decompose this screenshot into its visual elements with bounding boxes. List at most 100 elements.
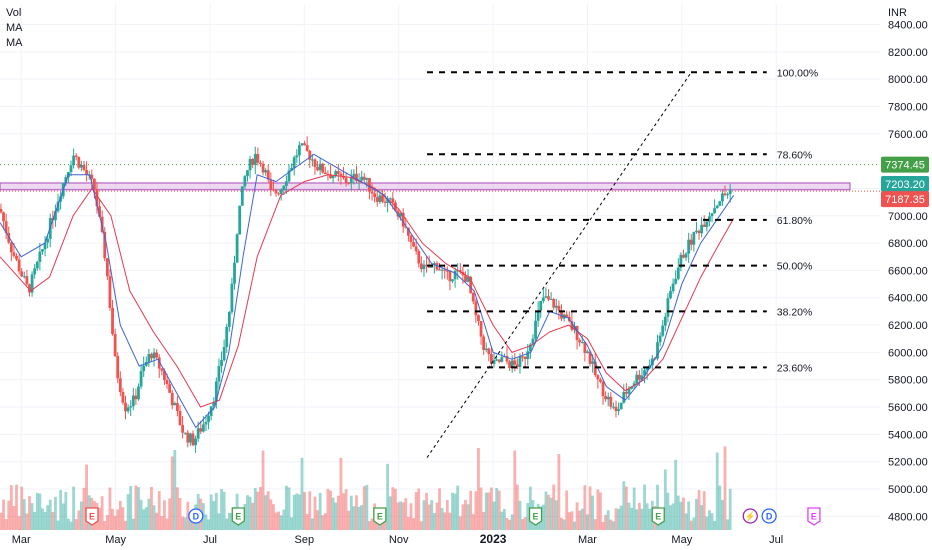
candle-body bbox=[419, 263, 423, 270]
candle-body bbox=[661, 325, 665, 336]
dividend-event-icon bbox=[188, 508, 204, 524]
candle-body bbox=[586, 351, 589, 354]
candle-body bbox=[515, 364, 519, 367]
volume-bar bbox=[310, 518, 314, 530]
volume-bar bbox=[487, 492, 491, 530]
volume-bar bbox=[207, 519, 210, 530]
price-axis[interactable]: INR 4800.00 5000.00 5200.00 5400.00 5600.00 58… bbox=[888, 7, 928, 523]
volume-bar bbox=[295, 493, 299, 530]
candle-body bbox=[378, 195, 382, 202]
candle-body bbox=[438, 269, 441, 271]
volume-bar bbox=[593, 519, 597, 530]
volume-bar bbox=[51, 511, 55, 530]
volume-bar bbox=[129, 485, 133, 530]
volume-bar bbox=[72, 486, 76, 530]
candle-body bbox=[373, 193, 377, 198]
candle-body bbox=[77, 157, 81, 168]
candle-body bbox=[199, 428, 203, 432]
volume-bar bbox=[412, 518, 415, 530]
candle-body bbox=[336, 171, 340, 174]
candle-body bbox=[287, 170, 291, 182]
candle-body bbox=[466, 276, 470, 282]
candle-body bbox=[362, 176, 366, 180]
volume-bar bbox=[606, 510, 610, 530]
volume-bar bbox=[645, 503, 649, 530]
volume-bar bbox=[427, 504, 431, 530]
candle-body bbox=[15, 255, 18, 260]
candle-body bbox=[196, 428, 200, 439]
candle-body bbox=[282, 185, 286, 190]
moving-averages bbox=[0, 153, 735, 429]
candle-body bbox=[152, 352, 156, 359]
volume-bar bbox=[287, 487, 291, 530]
candle-body bbox=[381, 195, 384, 202]
volume-bar bbox=[266, 491, 270, 530]
candle-body bbox=[269, 179, 273, 190]
volume-bar bbox=[124, 520, 127, 530]
y-tick-label: 4800.00 bbox=[888, 511, 928, 523]
volume-bar bbox=[513, 450, 517, 530]
volume-bar bbox=[381, 520, 384, 530]
volume-bar bbox=[292, 494, 296, 530]
y-tick-label: 5200.00 bbox=[888, 457, 928, 469]
candle-body bbox=[347, 183, 351, 185]
y-tick-label: 8200.00 bbox=[888, 47, 928, 59]
volume-bar bbox=[28, 496, 31, 530]
candle-body bbox=[404, 226, 408, 228]
volume-bar bbox=[188, 518, 192, 530]
event-label: E bbox=[235, 512, 241, 522]
volume-bar bbox=[352, 506, 356, 530]
volume-bar bbox=[334, 502, 338, 530]
candle-body bbox=[666, 298, 670, 317]
legend-ma-1[interactable]: MA bbox=[6, 22, 23, 34]
time-axis[interactable]: Mar May Jul Sep Nov 2023 Mar May Jul bbox=[12, 532, 783, 546]
volume-bar bbox=[432, 513, 436, 530]
candle-body bbox=[544, 296, 548, 298]
y-tick-label: 8000.00 bbox=[888, 74, 928, 86]
candle-body bbox=[541, 297, 545, 301]
volume-bar bbox=[259, 486, 262, 530]
candle-body bbox=[134, 395, 138, 400]
candle-body bbox=[131, 395, 135, 407]
legend-ma-2[interactable]: MA bbox=[6, 37, 23, 49]
volume-bar bbox=[274, 512, 278, 530]
candle-body bbox=[505, 356, 509, 362]
legend-vol[interactable]: Vol bbox=[6, 7, 22, 19]
volume-bar bbox=[318, 492, 322, 530]
candle-body bbox=[43, 242, 47, 250]
volume-bar bbox=[308, 491, 312, 530]
volume-bar bbox=[477, 447, 480, 530]
event-label: D bbox=[193, 512, 200, 522]
volume-bar bbox=[25, 513, 29, 530]
volume-bar bbox=[518, 500, 522, 530]
candle-body bbox=[528, 344, 532, 352]
candle-body bbox=[355, 173, 358, 181]
y-tick-label: 6200.00 bbox=[888, 320, 928, 332]
candle-body bbox=[622, 392, 626, 403]
candle-body bbox=[375, 197, 379, 202]
volume-bar bbox=[552, 484, 556, 530]
volume-bar bbox=[251, 502, 255, 530]
candle-body bbox=[69, 165, 73, 173]
volume-bar bbox=[357, 506, 361, 530]
ma-fast-line bbox=[0, 153, 735, 429]
volume-bar bbox=[435, 502, 439, 530]
candle-body bbox=[684, 253, 688, 258]
volume-bar bbox=[111, 508, 114, 530]
volume-bar bbox=[323, 513, 327, 530]
candle-body bbox=[547, 296, 550, 300]
volume-bar bbox=[256, 491, 260, 530]
volume-bar bbox=[261, 450, 265, 530]
candle-body bbox=[487, 348, 491, 354]
candle-body bbox=[726, 194, 729, 196]
candle-body bbox=[310, 159, 314, 161]
volume-bar bbox=[272, 504, 275, 530]
candle-body bbox=[170, 392, 174, 406]
candle-body bbox=[118, 378, 122, 392]
volume-bar bbox=[526, 503, 530, 530]
volume-bar bbox=[648, 508, 652, 530]
volume-bar bbox=[157, 491, 161, 530]
price-badge bbox=[881, 156, 929, 173]
volume-bar bbox=[368, 521, 371, 530]
